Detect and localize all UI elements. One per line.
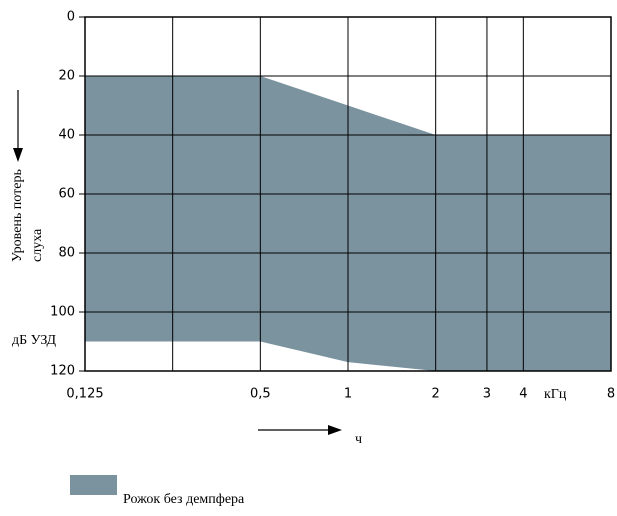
legend-label: Рожок без демпфера (123, 492, 245, 507)
y-tick-label: 0 (67, 10, 75, 25)
legend-swatch (70, 475, 117, 495)
x-tick-label: 1 (344, 387, 352, 402)
y-tick-label: 100 (50, 305, 75, 320)
y-tick-label: 20 (58, 69, 75, 84)
plot-frame (84, 16, 612, 372)
y-label: слуха (30, 228, 45, 262)
y-tick-label: 120 (50, 364, 75, 379)
x-tick-label: 8 (607, 387, 615, 402)
x-arrow-head (328, 425, 342, 435)
x-label: ч (355, 432, 362, 447)
y-tick-label: 80 (58, 246, 75, 261)
x-tick-label: 3 (483, 387, 491, 402)
y-tick-label: 60 (58, 187, 75, 202)
x-tick-label: 2 (432, 387, 440, 402)
x-tick-label: 0,5 (250, 387, 271, 402)
y-unit: дБ УЗД (12, 333, 57, 348)
x-tick-label: 4 (519, 387, 527, 402)
x-unit: кГц (544, 387, 567, 402)
y-label: Уровень потерь (10, 169, 25, 262)
y-tick-label: 40 (58, 128, 75, 143)
x-tick-label: 0,125 (66, 387, 103, 402)
y-arrow-head (13, 148, 23, 162)
